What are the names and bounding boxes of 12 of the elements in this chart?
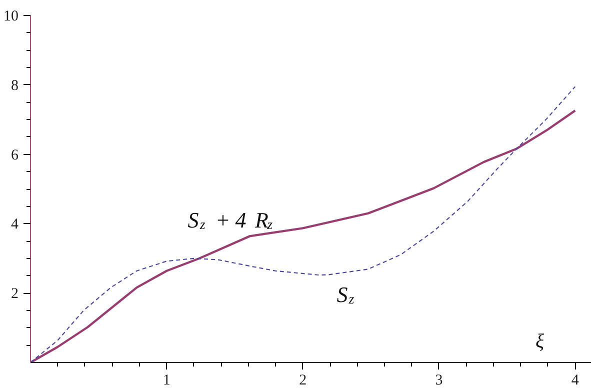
x-axis-title: ξ	[536, 330, 544, 352]
series-label: Sz + 4 Rz	[188, 208, 274, 234]
x-tick-label: 3	[435, 372, 443, 388]
y-tick-label: 10	[4, 8, 18, 24]
y-tick-label: 8	[11, 78, 18, 94]
y-tick-label: 6	[11, 147, 19, 164]
series-label: Sz	[336, 282, 355, 308]
x-tick-label: 4	[571, 372, 580, 388]
x-tick-label: 2	[299, 372, 307, 388]
y-tick-label: 2	[11, 286, 18, 302]
x-tick-label: 1	[162, 372, 170, 388]
y-tick-label: 4	[11, 216, 19, 233]
